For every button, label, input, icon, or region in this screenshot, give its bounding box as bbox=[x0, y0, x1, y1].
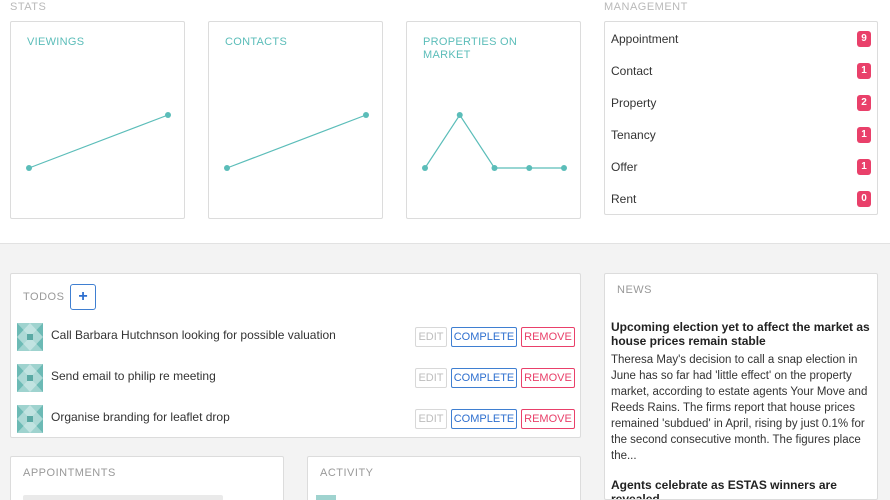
edit-button[interactable]: EDIT bbox=[415, 368, 447, 388]
management-card: Appointment 9 Contact 1 Property 2 Tenan… bbox=[604, 21, 878, 215]
data-point[interactable] bbox=[363, 112, 369, 118]
series-line bbox=[226, 114, 367, 169]
complete-button[interactable]: COMPLETE bbox=[451, 368, 517, 388]
management-item-label: Appointment bbox=[611, 32, 679, 46]
count-badge: 1 bbox=[857, 127, 871, 143]
news-body: Theresa May's decision to call a snap el… bbox=[611, 354, 868, 462]
count-badge: 9 bbox=[857, 31, 871, 47]
avatar bbox=[17, 405, 43, 433]
edit-button[interactable]: EDIT bbox=[415, 409, 447, 429]
contacts-card: CONTACTS bbox=[208, 21, 383, 219]
todo-text: Call Barbara Hutchnson looking for possi… bbox=[51, 328, 336, 342]
appointments-title: APPOINTMENTS bbox=[23, 467, 116, 479]
todo-row: Send email to philip re meeting EDIT COM… bbox=[17, 362, 575, 394]
remove-button[interactable]: REMOVE bbox=[521, 409, 575, 429]
add-todo-button[interactable]: + bbox=[70, 284, 96, 310]
management-item-property[interactable]: Property 2 bbox=[611, 87, 871, 119]
data-point[interactable] bbox=[224, 165, 230, 171]
contacts-chart bbox=[224, 112, 369, 171]
count-badge: 2 bbox=[857, 95, 871, 111]
news-headline[interactable]: Upcoming election yet to affect the mark… bbox=[611, 320, 870, 348]
edit-button[interactable]: EDIT bbox=[415, 327, 447, 347]
todos-title: TODOS bbox=[23, 291, 65, 303]
todos-panel: TODOS + Call Barbara Hutchnson looking f… bbox=[10, 273, 581, 438]
data-point[interactable] bbox=[165, 112, 171, 118]
stats-section-label: STATS bbox=[10, 1, 47, 13]
management-item-rent[interactable]: Rent 0 bbox=[611, 183, 871, 215]
viewings-title: VIEWINGS bbox=[27, 36, 85, 48]
activity-title: ACTIVITY bbox=[320, 467, 374, 479]
management-item-tenancy[interactable]: Tenancy 1 bbox=[611, 119, 871, 151]
properties-chart bbox=[422, 112, 567, 171]
data-point[interactable] bbox=[561, 165, 567, 171]
news-panel: NEWS Upcoming election yet to affect the… bbox=[604, 273, 878, 500]
contacts-title: CONTACTS bbox=[225, 36, 288, 48]
viewings-chart bbox=[26, 112, 171, 171]
management-item-label: Offer bbox=[611, 160, 638, 174]
news-title: NEWS bbox=[617, 284, 652, 296]
remove-button[interactable]: REMOVE bbox=[521, 327, 575, 347]
data-point[interactable] bbox=[491, 165, 498, 171]
avatar bbox=[316, 495, 336, 500]
complete-button[interactable]: COMPLETE bbox=[451, 327, 517, 347]
management-item-label: Contact bbox=[611, 64, 653, 78]
data-point[interactable] bbox=[422, 165, 428, 171]
complete-button[interactable]: COMPLETE bbox=[451, 409, 517, 429]
management-item-label: Rent bbox=[611, 192, 637, 206]
todo-row: Call Barbara Hutchnson looking for possi… bbox=[17, 321, 575, 353]
todo-row: Organise branding for leaflet drop EDIT … bbox=[17, 403, 575, 435]
appointment-item-placeholder bbox=[23, 495, 223, 500]
series-line bbox=[28, 114, 169, 169]
activity-panel: ACTIVITY bbox=[307, 456, 581, 500]
data-point[interactable] bbox=[456, 112, 463, 118]
data-point[interactable] bbox=[26, 165, 32, 171]
management-section-label: MANAGEMENT bbox=[604, 1, 688, 13]
count-badge: 1 bbox=[857, 159, 871, 175]
properties-title: PROPERTIES ON MARKET bbox=[423, 36, 518, 61]
viewings-card: VIEWINGS bbox=[10, 21, 185, 219]
todo-text: Send email to philip re meeting bbox=[51, 369, 216, 383]
series-line bbox=[424, 113, 564, 169]
avatar bbox=[17, 323, 43, 351]
count-badge: 1 bbox=[857, 63, 871, 79]
count-badge: 0 bbox=[857, 191, 871, 207]
news-headline[interactable]: Agents celebrate as ESTAS winners are re… bbox=[611, 478, 837, 500]
remove-button[interactable]: REMOVE bbox=[521, 368, 575, 388]
management-item-contact[interactable]: Contact 1 bbox=[611, 55, 871, 87]
management-item-offer[interactable]: Offer 1 bbox=[611, 151, 871, 183]
todos-header: TODOS + bbox=[11, 282, 580, 312]
data-point[interactable] bbox=[526, 165, 533, 171]
management-item-label: Property bbox=[611, 96, 657, 110]
appointments-panel: APPOINTMENTS bbox=[10, 456, 284, 500]
avatar bbox=[17, 364, 43, 392]
properties-card: PROPERTIES ON MARKET bbox=[406, 21, 581, 219]
todo-text: Organise branding for leaflet drop bbox=[51, 410, 230, 424]
management-item-appointment[interactable]: Appointment 9 bbox=[611, 23, 871, 55]
management-item-label: Tenancy bbox=[611, 128, 656, 142]
